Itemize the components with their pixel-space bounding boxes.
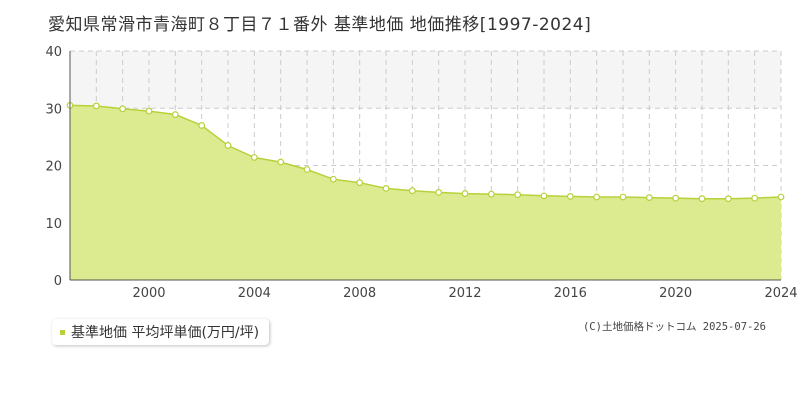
data-points: [66, 101, 785, 203]
chart-title: 愛知県常滑市青海町８丁目７１番外 基準地価 地価推移[1997-2024]: [48, 15, 592, 35]
copyright-credit: (C)土地価格ドットコム 2025-07-26: [582, 321, 766, 333]
data-point: [566, 193, 574, 200]
data-point: [224, 142, 232, 149]
data-point: [119, 105, 127, 113]
data-point: [92, 102, 100, 110]
data-point: [698, 195, 706, 203]
y-tick-labels: 0 10 20 30 40: [45, 45, 62, 289]
x-tick-label: 2012: [448, 286, 481, 301]
data-point: [514, 191, 522, 199]
data-point: [250, 154, 258, 161]
data-point: [593, 193, 601, 201]
y-tick-label: 40: [45, 45, 62, 60]
legend-label: 基準地価 平均坪単価(万円/坪): [71, 325, 260, 341]
shaded-band: [70, 51, 781, 109]
data-point: [277, 158, 285, 166]
data-point: [329, 175, 337, 183]
data-point: [408, 187, 416, 195]
data-point: [751, 194, 759, 202]
y-tick-label: 30: [45, 102, 62, 117]
legend: 基準地価 平均坪単価(万円/坪): [52, 319, 270, 345]
x-tick-label: 2020: [659, 286, 692, 301]
data-point: [672, 194, 680, 202]
x-tick-label: 2008: [343, 286, 376, 301]
axes: [69, 51, 781, 281]
data-point: [171, 111, 179, 118]
data-point: [777, 193, 785, 201]
x-tick-label: 2000: [132, 286, 165, 301]
data-point: [145, 107, 153, 115]
x-tick-label: 2004: [238, 286, 271, 301]
y-tick-label: 20: [45, 160, 62, 175]
data-point: [435, 189, 443, 196]
x-tick-label: 2016: [554, 286, 587, 301]
data-point: [461, 190, 469, 197]
data-point: [645, 194, 653, 201]
series-line: [69, 104, 782, 200]
data-point: [487, 190, 495, 198]
data-point: [619, 193, 627, 201]
x-tick-labels: 2000 2004 2008 2012 2016 2020 2024: [132, 286, 797, 301]
x-tick-label: 2024: [764, 286, 797, 301]
data-point: [540, 192, 548, 200]
data-point: [382, 184, 390, 192]
data-point: [303, 166, 311, 173]
data-point: [198, 122, 206, 129]
y-tick-label: 10: [45, 217, 62, 232]
data-point: [356, 179, 364, 187]
data-point: [724, 195, 732, 203]
legend-swatch: [60, 329, 65, 335]
y-tick-label: 0: [54, 274, 62, 289]
area-fill: [70, 105, 781, 281]
